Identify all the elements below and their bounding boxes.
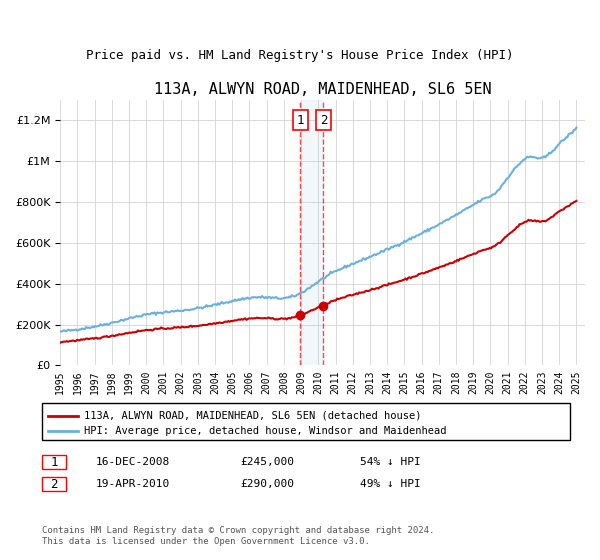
Text: 113A, ALWYN ROAD, MAIDENHEAD, SL6 5EN (detached house): 113A, ALWYN ROAD, MAIDENHEAD, SL6 5EN (d… — [84, 410, 421, 421]
Bar — [301, 100, 323, 366]
Text: £290,000: £290,000 — [240, 479, 294, 489]
Text: 1: 1 — [50, 455, 58, 469]
Title: 113A, ALWYN ROAD, MAIDENHEAD, SL6 5EN: 113A, ALWYN ROAD, MAIDENHEAD, SL6 5EN — [154, 82, 491, 97]
Text: HPI: Average price, detached house, Windsor and Maidenhead: HPI: Average price, detached house, Wind… — [84, 426, 446, 436]
Text: 54% ↓ HPI: 54% ↓ HPI — [360, 457, 421, 467]
Text: 2: 2 — [50, 478, 58, 491]
Text: 113A, ALWYN ROAD, MAIDENHEAD, SL6 5EN (detached house): 113A, ALWYN ROAD, MAIDENHEAD, SL6 5EN (d… — [84, 410, 421, 421]
Text: Price paid vs. HM Land Registry's House Price Index (HPI): Price paid vs. HM Land Registry's House … — [86, 49, 514, 62]
Text: HPI: Average price, detached house, Windsor and Maidenhead: HPI: Average price, detached house, Wind… — [84, 426, 446, 436]
Text: 19-APR-2010: 19-APR-2010 — [96, 479, 170, 489]
Text: Contains HM Land Registry data © Crown copyright and database right 2024.
This d: Contains HM Land Registry data © Crown c… — [42, 526, 434, 546]
Text: 1: 1 — [296, 114, 304, 127]
Text: 2: 2 — [320, 114, 327, 127]
Text: 49% ↓ HPI: 49% ↓ HPI — [360, 479, 421, 489]
Text: £245,000: £245,000 — [240, 457, 294, 467]
Text: 16-DEC-2008: 16-DEC-2008 — [96, 457, 170, 467]
